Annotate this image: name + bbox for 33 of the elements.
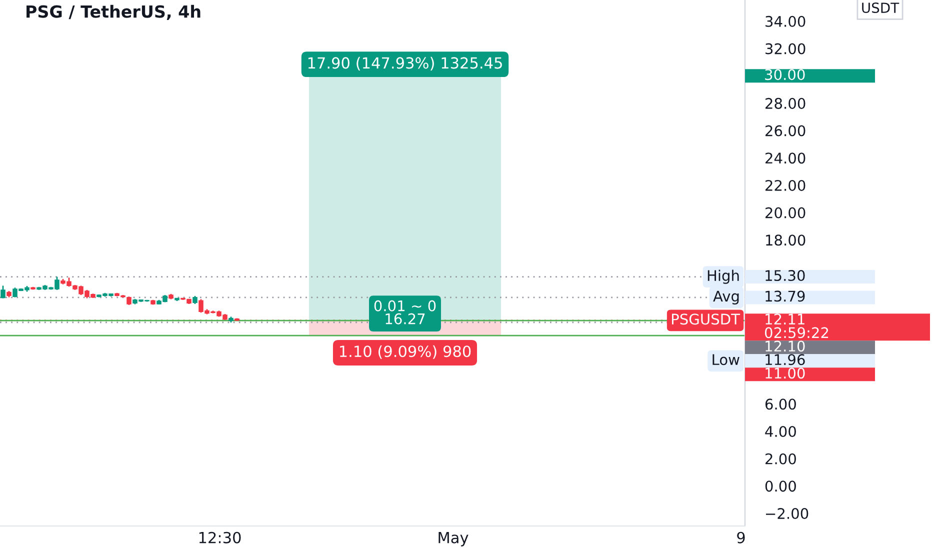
y-tick-label: 18.00: [766, 234, 806, 246]
y-tick-label: 26.00: [766, 125, 806, 136]
x-tick-label: May: [438, 532, 468, 546]
y-tick-label: 4.00: [765, 426, 796, 438]
annotation: 0.01 ~ 0 16.27: [374, 300, 436, 324]
y-tick-label: 34.00: [766, 16, 806, 27]
ref-line-label: PSGUSDT: [672, 314, 740, 325]
candlestick: [0, 284, 6, 299]
y-axis-title: USDT: [862, 2, 900, 14]
text: 11.96: [766, 354, 805, 366]
x-tick-label: 12:30: [199, 532, 241, 544]
y-tick-label: 32.00: [766, 43, 806, 54]
text: 13.79: [766, 290, 805, 302]
text: 11.00: [766, 368, 805, 379]
text: 12.11 02:59:22: [764, 314, 828, 338]
y-tick-label: 20.00: [766, 207, 806, 218]
y-tick-label: 24.00: [766, 152, 806, 164]
y-tick-label: 2.00: [766, 453, 796, 464]
text: 30.00: [765, 69, 805, 80]
y-tick-label: 28.00: [766, 98, 806, 109]
annotation: 17.90 (147.93%) 1325.45: [308, 56, 502, 71]
ref-line-label: Avg: [713, 290, 739, 305]
text: 12.10: [766, 340, 805, 352]
x-tick-label: 9: [737, 532, 745, 544]
ref-line-label: Low: [712, 354, 740, 366]
ref-line-label: High: [708, 270, 739, 284]
annotation: 1.10 (9.09%) 980: [340, 345, 471, 359]
chart-title: PSG / TetherUS, 4h: [26, 4, 200, 20]
text: 15.30: [766, 270, 805, 282]
y-tick-label: 22.00: [766, 180, 806, 191]
y-tick-label: 0.00: [765, 480, 796, 492]
y-tick-label: 6.00: [765, 398, 796, 410]
y-tick-label: −2.00: [766, 508, 808, 520]
